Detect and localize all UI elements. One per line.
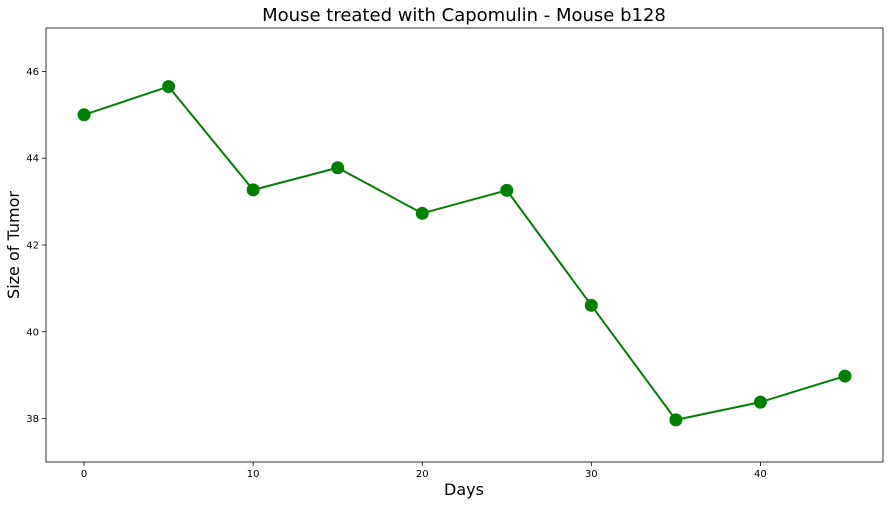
data-point (415, 206, 429, 220)
plot-area (45, 27, 884, 463)
series-line (83, 85, 846, 421)
data-point (838, 369, 852, 383)
data-point (500, 183, 514, 197)
data-point (753, 395, 767, 409)
y-tick-label: 46 (26, 67, 39, 78)
x-tick-label: 10 (247, 469, 260, 480)
data-point (77, 108, 91, 122)
x-tick-label: 40 (754, 469, 767, 480)
x-axis-label: Days (444, 480, 484, 499)
x-axis: 0 10 20 30 40 (81, 462, 767, 480)
y-tick-label: 44 (26, 154, 39, 165)
data-point (331, 161, 345, 175)
data-point (584, 298, 598, 312)
data-point (162, 80, 176, 94)
series-layer (77, 80, 852, 427)
x-tick-label: 20 (416, 469, 429, 480)
y-tick-label: 40 (26, 327, 39, 338)
x-tick-label: 0 (81, 469, 87, 480)
y-axis: 38 40 42 44 46 (26, 67, 46, 425)
data-point (669, 413, 683, 427)
y-tick-label: 42 (26, 241, 39, 252)
chart-title: Mouse treated with Capomulin - Mouse b12… (262, 5, 666, 26)
x-tick-label: 30 (585, 469, 598, 480)
y-axis-label: Size of Tumor (4, 191, 23, 299)
y-tick-label: 38 (26, 414, 39, 425)
data-point (246, 183, 260, 197)
